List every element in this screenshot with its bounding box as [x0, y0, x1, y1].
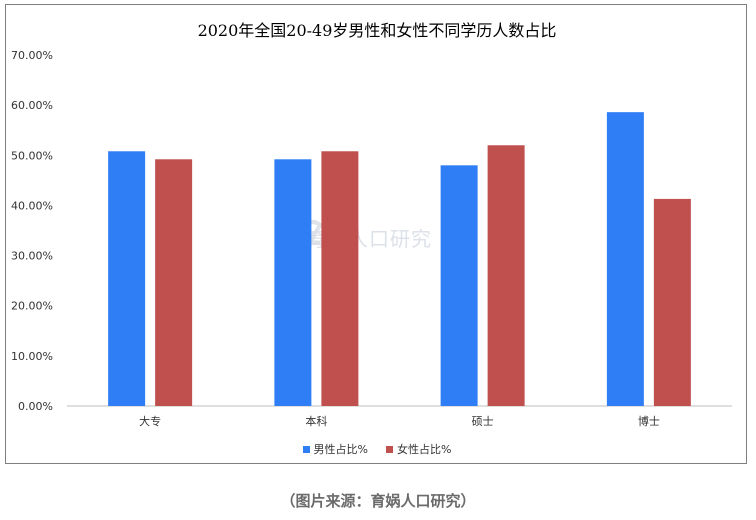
image-source-caption: （图片来源：育娲人口研究）: [280, 492, 476, 510]
x-tick-label: 大专: [139, 414, 161, 428]
y-tick-label: 70.00%: [11, 49, 53, 62]
bar-plot: 0.00% 10.00% 20.00% 30.00% 40.00% 50.00% 60.00…: [11, 49, 732, 428]
legend-item-male: 男性占比%: [302, 441, 368, 457]
y-tick-label: 10.00%: [11, 350, 53, 363]
bar-female-1: [321, 151, 359, 406]
bar-female-0: [155, 159, 193, 406]
bar-female-3: [653, 198, 691, 406]
legend-item-female: 女性占比%: [386, 441, 451, 457]
bar-male-1: [274, 159, 312, 406]
x-tick-label: 博士: [638, 415, 660, 428]
bar-male-3: [606, 112, 644, 407]
x-tick-label: 硕士: [472, 415, 494, 428]
legend-label-female: 女性占比%: [397, 443, 452, 456]
y-tick-label: 20.00%: [11, 300, 53, 313]
x-tick-label: 本科: [305, 414, 327, 428]
chart-frame: 2020年全国20-49岁男性和女性不同学历人数占比 育娲人口研究 0.00% 1…: [5, 4, 747, 464]
bar-female-2: [487, 145, 525, 406]
y-tick-label: 0.00%: [18, 400, 53, 413]
legend-swatch-female: [386, 445, 393, 453]
y-tick-label: 40.00%: [11, 199, 53, 212]
legend: 男性占比% 女性占比%: [6, 441, 748, 457]
y-tick-label: 60.00%: [11, 99, 53, 112]
y-tick-label: 30.00%: [11, 250, 53, 263]
y-tick-label: 50.00%: [11, 149, 53, 162]
legend-swatch-male: [302, 445, 310, 453]
bar-male-2: [440, 165, 478, 406]
legend-label-male: 男性占比%: [313, 443, 368, 456]
bar-male-0: [108, 151, 146, 406]
chart-title: 2020年全国20-49岁男性和女性不同学历人数占比: [197, 21, 557, 40]
